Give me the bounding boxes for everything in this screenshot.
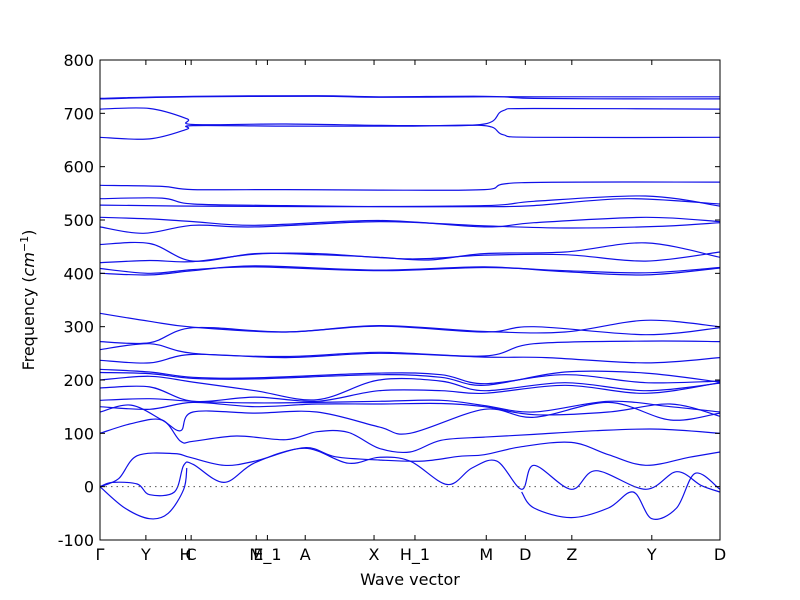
x-tick-label: M <box>249 545 263 564</box>
y-tick-label: 600 <box>63 158 94 177</box>
band-21 <box>99 382 721 403</box>
x-tick-label: Γ <box>96 545 105 564</box>
band-4 <box>99 124 721 140</box>
band-8 <box>99 216 721 228</box>
y-tick-label: 200 <box>63 371 94 390</box>
x-tick-label: Z <box>566 545 577 564</box>
x-tick-label: Y <box>140 545 151 564</box>
x-tick-label: Y <box>646 545 657 564</box>
band-15 <box>99 325 721 345</box>
y-tick-label: 100 <box>63 424 94 443</box>
y-tick-label: 400 <box>63 264 94 283</box>
x-tick-label: D <box>714 545 726 564</box>
y-tick-label: -100 <box>58 531 94 550</box>
y-tick-labels: -100 0 100 200 300 400 500 600 700 800 <box>58 51 94 550</box>
band-27 <box>99 447 721 497</box>
plot-frame <box>99 59 721 541</box>
x-tick-label: X <box>369 545 380 564</box>
band-lines <box>99 95 721 520</box>
band-11 <box>99 251 721 264</box>
y-tick-label: 500 <box>63 211 94 230</box>
band-6 <box>99 197 721 208</box>
band-29 <box>521 472 721 520</box>
axis-ticks <box>99 59 721 541</box>
y-tick-label: 300 <box>63 318 94 337</box>
y-axis-label: Frequency (cm−1) <box>18 230 38 371</box>
band-17 <box>99 352 721 364</box>
band-20 <box>99 375 721 401</box>
x-tick-label: H <box>180 545 192 564</box>
x-tick-label: D <box>519 545 531 564</box>
x-tick-labels: Γ Y HC ME_1 A X H_1 M D Z Y D <box>96 545 727 565</box>
x-tick-label: C <box>186 545 197 564</box>
band-3 <box>99 107 721 127</box>
y-tick-label: 0 <box>84 478 94 497</box>
x-axis-label: Wave vector <box>360 570 460 589</box>
band-14 <box>99 312 721 334</box>
y-tick-label: 800 <box>63 51 94 70</box>
band-23 <box>99 401 721 417</box>
band-13 <box>99 265 721 276</box>
x-tick-label: A <box>300 545 311 564</box>
x-tick-label: E_1 <box>253 545 281 565</box>
band-26 <box>99 441 721 488</box>
band-18 <box>99 368 721 385</box>
band-16 <box>99 340 721 358</box>
band-28 <box>99 467 188 520</box>
band-5 <box>99 181 721 191</box>
x-tick-label: H_1 <box>400 545 430 565</box>
y-tick-label: 700 <box>63 104 94 123</box>
band-19 <box>99 370 721 386</box>
x-tick-label: M <box>479 545 493 564</box>
band-2 <box>99 95 720 100</box>
band-25 <box>99 418 721 454</box>
band-7 <box>99 195 721 208</box>
band-22 <box>99 398 721 413</box>
band-9 <box>99 220 721 234</box>
